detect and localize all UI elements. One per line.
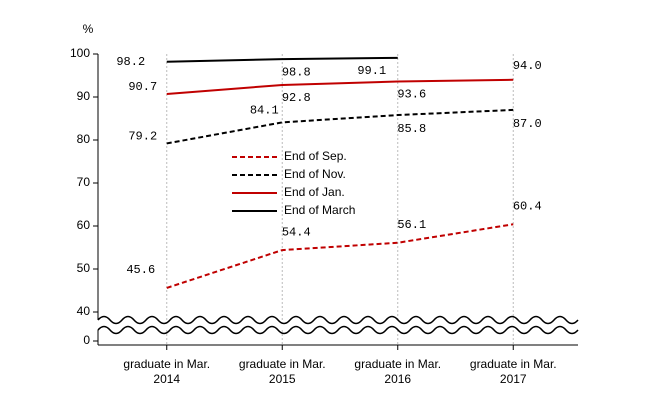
series-line (166, 56, 398, 63)
y-tick-label: 40 (77, 304, 91, 318)
x-tick-label: graduate in Mar. 2017 (470, 357, 557, 386)
legend-label: End of Sep. (284, 149, 347, 163)
data-label: 87.0 (513, 117, 542, 131)
data-label: 98.8 (282, 65, 311, 79)
data-label: 56.1 (397, 218, 426, 232)
data-label: 98.2 (116, 55, 145, 69)
data-label: 93.6 (397, 88, 426, 102)
x-tick-label-line: 2017 (500, 372, 527, 386)
data-label: 79.2 (128, 130, 157, 144)
axis-break-gap (92, 320, 578, 330)
series-line (166, 78, 514, 95)
data-label: 92.8 (282, 91, 311, 105)
axis-break (97, 315, 579, 325)
y-tick-label: 60 (77, 218, 91, 232)
x-tick-label-line: 2014 (153, 372, 180, 386)
x-tick-label: graduate in Mar. 2016 (354, 357, 441, 386)
x-tick-label-line: 2016 (384, 372, 411, 386)
series-line (166, 108, 514, 145)
x-tick-label-line: 2015 (269, 372, 296, 386)
data-label: 85.8 (397, 122, 426, 136)
x-tick-label-line: graduate in Mar. (123, 357, 210, 371)
y-tick-label: 90 (77, 89, 91, 103)
y-tick-label: 0 (83, 333, 90, 347)
y-tick-label: 70 (77, 175, 91, 189)
x-tick-label: graduate in Mar. 2015 (239, 357, 326, 386)
data-label: 54.4 (282, 225, 311, 239)
legend-label: End of Nov. (284, 167, 346, 181)
series-line (166, 223, 514, 289)
y-tick-label: 100 (70, 46, 90, 60)
x-tick-label: graduate in Mar. 2014 (123, 357, 210, 386)
y-tick-label: 80 (77, 132, 91, 146)
y-tick-label: 50 (77, 261, 91, 275)
x-tick-label-line: graduate in Mar. (354, 357, 441, 371)
data-label: 90.7 (128, 80, 157, 94)
data-label: 84.1 (250, 104, 279, 118)
axis-break (97, 325, 579, 335)
data-label: 99.1 (357, 64, 386, 78)
data-label: 60.4 (513, 199, 542, 213)
x-tick-label-line: graduate in Mar. (470, 357, 557, 371)
data-label: 94.0 (513, 59, 542, 73)
x-tick-label-line: graduate in Mar. (239, 357, 326, 371)
data-label: 45.6 (126, 263, 155, 277)
y-unit: % (83, 22, 94, 36)
legend-label: End of Jan. (284, 185, 345, 199)
legend-label: End of March (284, 203, 355, 217)
